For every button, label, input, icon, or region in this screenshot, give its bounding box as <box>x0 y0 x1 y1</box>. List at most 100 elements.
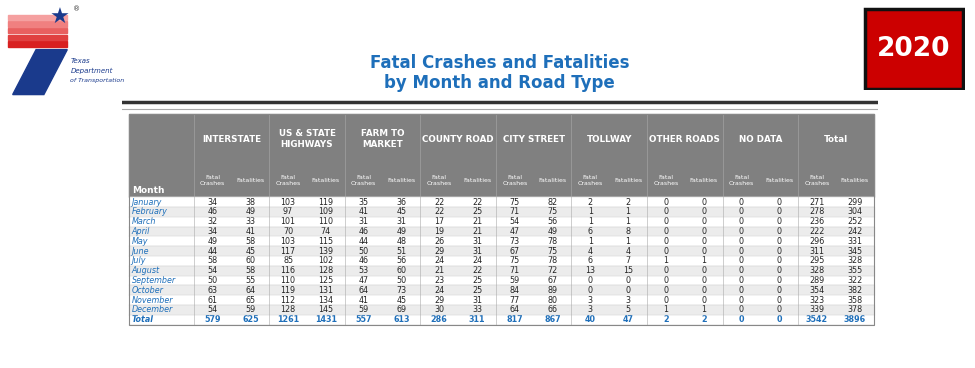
Text: 73: 73 <box>397 286 407 295</box>
Text: 70: 70 <box>283 227 293 236</box>
Text: 110: 110 <box>281 276 295 285</box>
Text: 242: 242 <box>847 227 863 236</box>
Text: 0: 0 <box>663 227 669 236</box>
Text: 134: 134 <box>319 296 333 305</box>
Text: 22: 22 <box>472 266 483 275</box>
Text: January: January <box>132 198 162 206</box>
Text: 557: 557 <box>356 315 371 324</box>
Text: 2020: 2020 <box>878 36 951 62</box>
Text: 0: 0 <box>777 276 782 285</box>
Text: 31: 31 <box>472 296 482 305</box>
Text: 34: 34 <box>208 198 217 206</box>
Text: Fatal
Crashes: Fatal Crashes <box>653 176 679 186</box>
Text: 6: 6 <box>588 227 593 236</box>
Text: 0: 0 <box>739 227 744 236</box>
Text: 24: 24 <box>434 256 445 265</box>
Bar <box>8 28 67 33</box>
Text: 13: 13 <box>585 266 596 275</box>
Bar <box>130 256 874 266</box>
Text: 112: 112 <box>281 296 295 305</box>
Text: 89: 89 <box>548 286 558 295</box>
Text: 67: 67 <box>548 276 558 285</box>
Text: Total: Total <box>824 135 848 144</box>
Text: 60: 60 <box>397 266 407 275</box>
Text: 115: 115 <box>318 237 333 246</box>
Text: 0: 0 <box>777 208 782 216</box>
Text: 103: 103 <box>281 237 295 246</box>
Text: 0: 0 <box>663 208 669 216</box>
Text: 22: 22 <box>434 198 445 206</box>
Text: 41: 41 <box>359 296 369 305</box>
Text: 0: 0 <box>739 296 744 305</box>
Text: 84: 84 <box>510 286 520 295</box>
Text: 46: 46 <box>359 256 369 265</box>
Text: 58: 58 <box>246 237 255 246</box>
Text: 0: 0 <box>739 198 744 206</box>
Text: 0: 0 <box>663 237 669 246</box>
Text: 54: 54 <box>208 266 217 275</box>
Text: 49: 49 <box>208 237 217 246</box>
Bar <box>130 217 874 227</box>
Bar <box>130 315 874 325</box>
Text: 61: 61 <box>208 296 217 305</box>
Text: 33: 33 <box>246 217 255 226</box>
Text: 0: 0 <box>663 247 669 256</box>
Text: 323: 323 <box>809 296 825 305</box>
Text: 23: 23 <box>434 276 445 285</box>
Text: Fatal
Crashes: Fatal Crashes <box>502 176 527 186</box>
Text: 0: 0 <box>701 266 706 275</box>
Text: 378: 378 <box>847 305 863 315</box>
Text: 128: 128 <box>281 305 295 315</box>
Text: September: September <box>132 276 176 285</box>
Text: 58: 58 <box>208 256 217 265</box>
Text: 51: 51 <box>397 247 407 256</box>
Bar <box>130 197 874 207</box>
Text: 59: 59 <box>359 305 369 315</box>
Text: Fatal
Crashes: Fatal Crashes <box>804 176 830 186</box>
Text: 45: 45 <box>246 247 255 256</box>
Text: 1: 1 <box>588 217 593 226</box>
Text: Fatalities: Fatalities <box>689 178 718 183</box>
Text: 2: 2 <box>701 315 707 324</box>
Text: Fatal
Crashes: Fatal Crashes <box>351 176 376 186</box>
Text: 0: 0 <box>701 276 706 285</box>
Text: 0: 0 <box>701 208 706 216</box>
Text: 75: 75 <box>510 256 520 265</box>
Text: 72: 72 <box>547 266 558 275</box>
Text: 613: 613 <box>393 315 410 324</box>
Text: Fatalities: Fatalities <box>387 178 415 183</box>
Text: 116: 116 <box>281 266 295 275</box>
Text: 128: 128 <box>318 266 333 275</box>
Text: 54: 54 <box>510 217 520 226</box>
Text: 47: 47 <box>359 276 369 285</box>
Text: FARM TO
MARKET: FARM TO MARKET <box>361 129 405 149</box>
Text: Total: Total <box>132 315 154 324</box>
Bar <box>130 114 874 325</box>
Text: 4: 4 <box>626 247 631 256</box>
Bar <box>130 207 874 217</box>
Text: 44: 44 <box>359 237 369 246</box>
Text: 1: 1 <box>663 305 669 315</box>
Text: February: February <box>132 208 168 216</box>
Text: 31: 31 <box>472 247 482 256</box>
Text: 30: 30 <box>434 305 445 315</box>
Text: 331: 331 <box>847 237 862 246</box>
Text: 59: 59 <box>510 276 520 285</box>
Text: of Transportation: of Transportation <box>70 78 125 83</box>
Text: 119: 119 <box>318 198 333 206</box>
Text: December: December <box>132 305 173 315</box>
Bar <box>130 114 874 197</box>
Text: 0: 0 <box>701 237 706 246</box>
Text: 69: 69 <box>397 305 407 315</box>
Text: 110: 110 <box>319 217 333 226</box>
Text: 2: 2 <box>663 315 669 324</box>
Text: 296: 296 <box>809 237 825 246</box>
Text: 66: 66 <box>548 305 558 315</box>
Text: 29: 29 <box>434 296 445 305</box>
Text: 0: 0 <box>701 227 706 236</box>
Text: 65: 65 <box>246 296 255 305</box>
Bar <box>8 42 67 47</box>
Text: 1: 1 <box>626 208 631 216</box>
Text: 278: 278 <box>809 208 825 216</box>
Bar <box>130 276 874 286</box>
